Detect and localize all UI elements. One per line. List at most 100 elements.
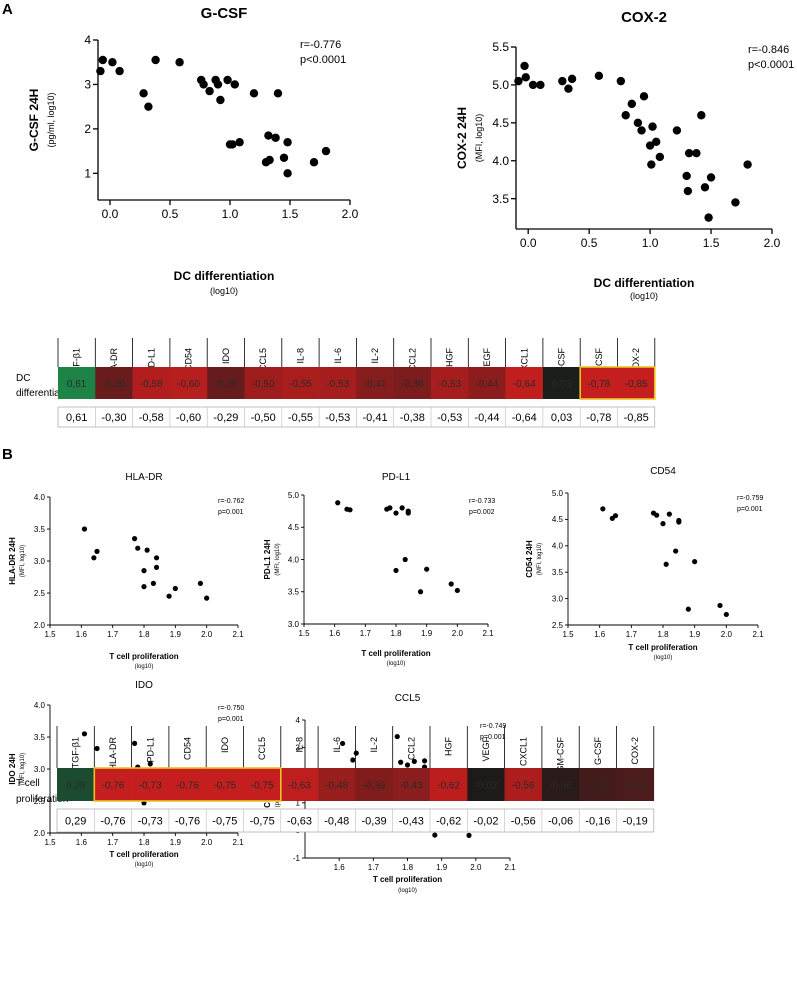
value-table-cell: -0,76	[175, 816, 200, 828]
scatter-plot-cd54: CD54 2.5 3.0 3.5 4.0 4.5 5.0 1.5 1.6 1.7 1.8 1.9 2.0…	[525, 466, 764, 661]
data-point	[558, 76, 567, 86]
heatmap-column-label: G-CSF	[594, 348, 604, 377]
data-point	[166, 593, 172, 599]
x-tick-label: 1.9	[421, 629, 433, 638]
y-tick-label: 4.5	[492, 116, 509, 130]
data-point	[692, 148, 701, 158]
x-tick-label: 2.1	[504, 863, 516, 872]
data-point	[683, 186, 693, 196]
y-tick-label: 2.5	[34, 797, 46, 806]
heatmap-cell	[131, 768, 170, 801]
data-point	[172, 585, 178, 592]
data-point	[335, 500, 341, 506]
data-point	[91, 555, 97, 561]
heatmap-cell-label: -0,39	[363, 781, 386, 792]
x-tick-label: 1.5	[44, 838, 56, 847]
x-tick-label: 2.0	[764, 236, 781, 250]
x-tick-label: 2.1	[232, 630, 244, 639]
y-tick-label: 2.5	[34, 589, 46, 598]
y-tick-label: 3	[84, 78, 91, 92]
x-axis-unit: (log10)	[387, 661, 406, 667]
heatmap-cell	[579, 768, 617, 801]
data-point	[132, 740, 138, 747]
x-axis-unit: (log10)	[630, 291, 658, 301]
data-point	[94, 745, 100, 752]
heatmap-column-label: PD-L1	[145, 737, 155, 763]
heatmap-column-label: GM-CSF	[557, 348, 567, 384]
heatmap-column-label: IL-2	[370, 348, 380, 364]
data-point	[108, 58, 117, 67]
data-point	[536, 80, 545, 90]
heatmap-column-label: IL-8	[295, 348, 305, 364]
y-tick-label: 3.0	[288, 620, 300, 629]
x-tick-label: 1.7	[626, 630, 638, 639]
x-tick-label: 2.0	[201, 630, 213, 639]
heatmap-cell	[617, 367, 656, 399]
heatmap-cell	[318, 768, 356, 801]
heatmap-cell-label: -0,55	[289, 379, 312, 390]
x-axis-unit: (log10)	[654, 655, 673, 661]
chart-title: CCL5	[395, 693, 421, 704]
heatmap-cell	[616, 768, 655, 801]
data-point	[521, 73, 530, 82]
data-point	[666, 511, 672, 517]
x-tick-label: 2.0	[452, 629, 464, 638]
heatmap-cell-label: -0,76	[102, 781, 125, 792]
y-tick-label: 4.0	[288, 555, 300, 564]
data-point	[663, 561, 669, 567]
heatmap-cell	[319, 367, 357, 399]
data-point	[647, 160, 656, 169]
x-axis-unit: (log10)	[135, 664, 154, 670]
value-table-cell: -0,39	[362, 816, 387, 828]
heatmap-cell-label: -0,30	[103, 379, 126, 390]
heatmap-cell	[244, 367, 283, 399]
heatmap-column-label: G-CSF	[593, 737, 603, 766]
heatmap-column-label: HGF	[444, 737, 454, 757]
x-tick-label: 1.9	[689, 630, 701, 639]
y-tick-label: 3.5	[288, 588, 300, 597]
x-tick-label: 1.9	[170, 838, 182, 847]
data-point	[648, 122, 657, 131]
heatmap-cell	[580, 367, 618, 399]
data-point	[265, 155, 274, 165]
correlation-r: r=-0.750	[218, 705, 244, 712]
heatmap-row-label: proliferation	[16, 794, 68, 805]
data-point	[147, 761, 153, 767]
y-tick-label: 5.0	[552, 489, 564, 498]
value-table-cell: -0,44	[474, 412, 499, 424]
y-tick-label: 3.5	[552, 568, 564, 577]
y-axis-unit: (MFI, log10)	[20, 753, 26, 785]
x-tick-label: 0.5	[581, 236, 598, 250]
value-table-cell: -0,58	[139, 412, 164, 424]
x-axis-label: DC differentiation	[174, 269, 275, 283]
heatmap-cell-label: -0,29	[214, 379, 237, 390]
heatmap-column-label: CCL5	[257, 737, 267, 760]
heatmap-cell-label: -0,75	[251, 781, 274, 792]
heatmap-column-label: IDO	[221, 348, 231, 364]
heatmap-cell	[504, 768, 543, 801]
data-point	[230, 80, 239, 89]
y-axis-label: CD54 24H	[525, 540, 534, 578]
value-table-cell: -0,64	[512, 412, 537, 424]
heatmap-cell-label: -0,56	[512, 781, 535, 792]
heatmap-cell	[468, 367, 506, 399]
data-point	[151, 55, 160, 65]
heatmap-cell-label: -0,78	[587, 379, 610, 390]
x-tick-label: 1.6	[334, 863, 346, 872]
x-axis-label: DC differentiation	[594, 276, 695, 290]
x-tick-label: 1.0	[222, 207, 239, 221]
data-point	[466, 832, 472, 838]
value-table-cell: -0,43	[399, 816, 424, 828]
data-point	[223, 75, 232, 85]
heatmap-cell-label: -0,58	[140, 379, 163, 390]
data-point	[205, 86, 214, 96]
chart-title: IDO	[135, 680, 153, 691]
x-tick-label: 1.6	[329, 629, 341, 638]
heatmap-column-label: HLA-DR	[109, 348, 119, 382]
x-tick-label: 2.0	[201, 838, 213, 847]
data-point	[743, 160, 752, 169]
heatmap-column-label: CCL5	[258, 348, 268, 371]
y-axis-unit: (MFI, log10)	[474, 114, 484, 163]
heatmap-cell	[58, 367, 96, 399]
value-table-cell: -0,85	[624, 412, 649, 424]
